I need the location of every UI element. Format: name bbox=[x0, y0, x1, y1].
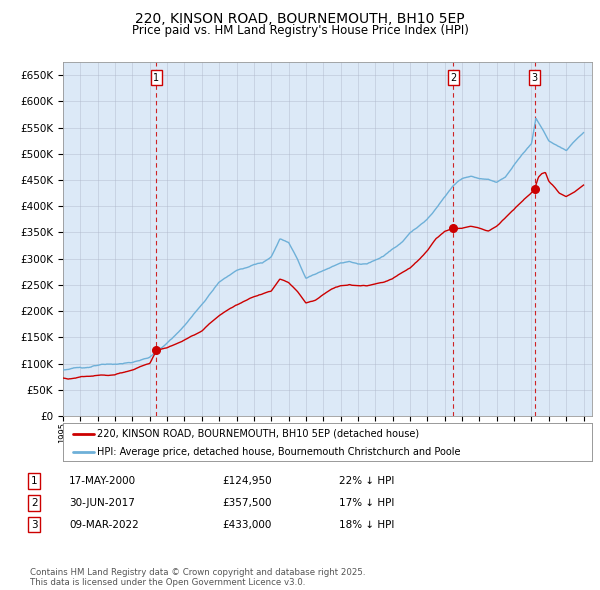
Text: 17% ↓ HPI: 17% ↓ HPI bbox=[339, 498, 394, 507]
Text: £433,000: £433,000 bbox=[222, 520, 271, 529]
Text: 09-MAR-2022: 09-MAR-2022 bbox=[69, 520, 139, 529]
Text: 2: 2 bbox=[31, 498, 38, 507]
Text: 220, KINSON ROAD, BOURNEMOUTH, BH10 5EP (detached house): 220, KINSON ROAD, BOURNEMOUTH, BH10 5EP … bbox=[97, 429, 419, 439]
Text: 220, KINSON ROAD, BOURNEMOUTH, BH10 5EP: 220, KINSON ROAD, BOURNEMOUTH, BH10 5EP bbox=[135, 12, 465, 26]
Text: HPI: Average price, detached house, Bournemouth Christchurch and Poole: HPI: Average price, detached house, Bour… bbox=[97, 447, 461, 457]
Text: 22% ↓ HPI: 22% ↓ HPI bbox=[339, 476, 394, 486]
Text: 17-MAY-2000: 17-MAY-2000 bbox=[69, 476, 136, 486]
Text: 3: 3 bbox=[532, 73, 538, 83]
Text: Contains HM Land Registry data © Crown copyright and database right 2025.
This d: Contains HM Land Registry data © Crown c… bbox=[30, 568, 365, 587]
Text: 1: 1 bbox=[153, 73, 160, 83]
Text: £124,950: £124,950 bbox=[222, 476, 272, 486]
Text: 30-JUN-2017: 30-JUN-2017 bbox=[69, 498, 135, 507]
Text: Price paid vs. HM Land Registry's House Price Index (HPI): Price paid vs. HM Land Registry's House … bbox=[131, 24, 469, 37]
Text: 3: 3 bbox=[31, 520, 38, 529]
Text: 1: 1 bbox=[31, 476, 38, 486]
Text: £357,500: £357,500 bbox=[222, 498, 271, 507]
Text: 18% ↓ HPI: 18% ↓ HPI bbox=[339, 520, 394, 529]
Text: 2: 2 bbox=[450, 73, 457, 83]
